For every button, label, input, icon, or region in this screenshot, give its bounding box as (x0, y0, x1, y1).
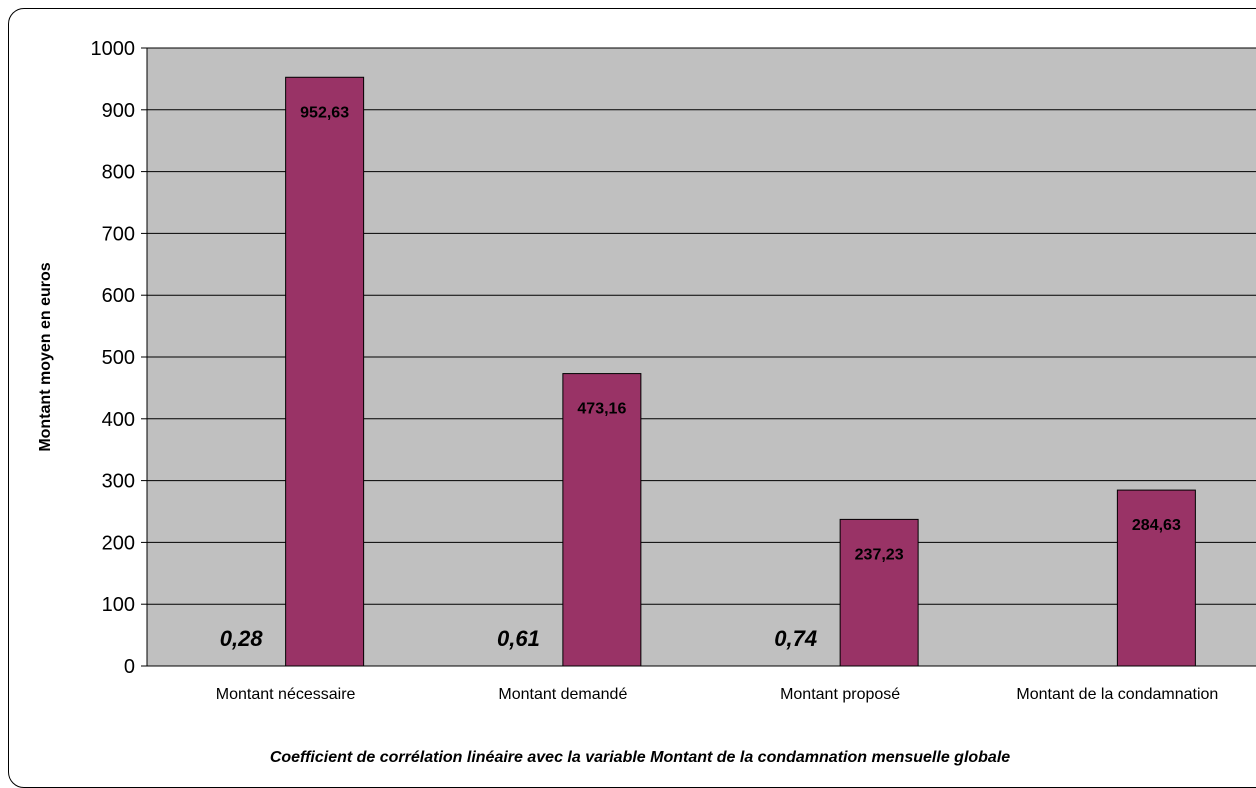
correlation-coefficient-label: 0,28 (220, 626, 264, 651)
bar-value-label: 284,63 (1132, 517, 1181, 534)
y-tick-label: 200 (102, 532, 135, 554)
x-tick-label: Montant proposé (780, 686, 900, 703)
bar (286, 77, 364, 666)
y-tick-label: 700 (102, 223, 135, 245)
bar-value-label: 237,23 (855, 546, 904, 563)
bar-chart: 0 100 200 300 400 500 600 700 800 900 1000 952,63 M… (0, 0, 1256, 772)
y-tick-label: 900 (102, 100, 135, 122)
bar-value-label: 473,16 (577, 401, 626, 418)
x-tick-label: Montant nécessaire (216, 686, 356, 703)
x-tick-label: Montant demandé (498, 686, 627, 703)
x-tick-label: Montant de la condamnation (1016, 686, 1218, 703)
y-tick-label: 0 (124, 656, 135, 678)
x-axis-title: Coefficient de corrélation linéaire avec… (270, 749, 1010, 766)
y-tick-label: 800 (102, 162, 135, 184)
y-tick-label: 1000 (91, 38, 136, 60)
y-axis-title: Montant moyen en euros (37, 262, 54, 451)
y-tick-label: 500 (102, 347, 135, 369)
y-tick-label: 400 (102, 409, 135, 431)
correlation-coefficient-label: 0,61 (497, 626, 540, 651)
bar (840, 519, 918, 666)
y-tick-label: 300 (102, 471, 135, 493)
bar-value-label: 952,63 (300, 104, 349, 121)
y-tick-label: 100 (102, 594, 135, 616)
correlation-coefficient-label: 0,74 (774, 626, 817, 651)
y-tick-label: 600 (102, 285, 135, 307)
